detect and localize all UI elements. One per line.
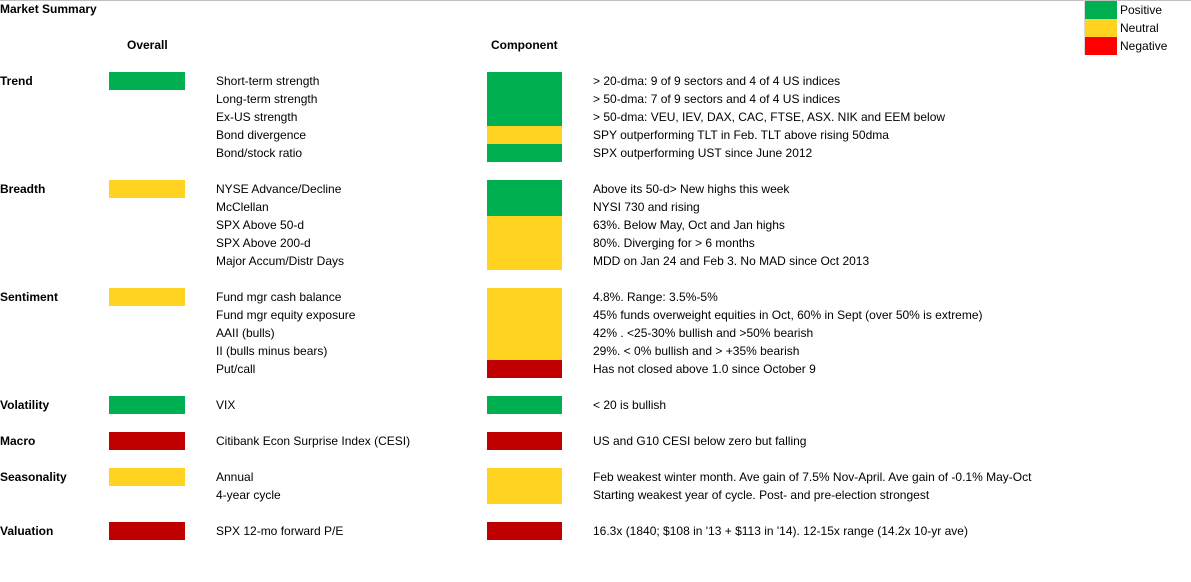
component-note: SPX outperforming UST since June 2012 — [593, 146, 813, 160]
component-status-cell — [487, 288, 562, 306]
component-note: 29%. < 0% bullish and > +35% bearish — [593, 344, 800, 358]
component-status-cell — [487, 306, 562, 324]
component-note: 4.8%. Range: 3.5%-5% — [593, 290, 718, 304]
component-note: NYSI 730 and rising — [593, 200, 700, 214]
indicator-label: Put/call — [216, 362, 256, 376]
component-note: SPY outperforming TLT in Feb. TLT above … — [593, 128, 889, 142]
component-note: > 50-dma: VEU, IEV, DAX, CAC, FTSE, ASX.… — [593, 110, 946, 124]
indicator-label: Fund mgr cash balance — [216, 290, 342, 304]
component-note: > 50-dma: 7 of 9 sectors and 4 of 4 US i… — [593, 92, 841, 106]
component-note: 80%. Diverging for > 6 months — [593, 236, 755, 250]
legend-swatch-positive — [1085, 1, 1117, 19]
component-status-cell — [487, 432, 562, 450]
category-label: Valuation — [0, 524, 54, 538]
legend-label-positive: Positive — [1120, 3, 1163, 17]
component-note: 63%. Below May, Oct and Jan highs — [593, 218, 785, 232]
category-label: Breadth — [0, 182, 46, 196]
component-status-cell — [487, 396, 562, 414]
indicator-label: II (bulls minus bears) — [216, 344, 328, 358]
component-status-cell — [487, 144, 562, 162]
category-label: Trend — [0, 74, 33, 88]
top-border — [0, 0, 1191, 1]
component-status-cell — [487, 90, 562, 108]
component-header: Component — [491, 38, 558, 52]
component-note: Has not closed above 1.0 since October 9 — [593, 362, 816, 376]
overall-status-cell — [109, 396, 185, 414]
overall-status-cell — [109, 468, 185, 486]
component-status-cell — [487, 252, 562, 270]
component-status-cell — [487, 108, 562, 126]
indicator-label: Long-term strength — [216, 92, 318, 106]
component-status-cell — [487, 72, 562, 90]
indicator-label: Fund mgr equity exposure — [216, 308, 356, 322]
component-note: Starting weakest year of cycle. Post- an… — [593, 488, 930, 502]
indicator-label: Ex-US strength — [216, 110, 298, 124]
category-label: Volatility — [0, 398, 50, 412]
component-status-cell — [487, 198, 562, 216]
component-status-cell — [487, 216, 562, 234]
component-note: Above its 50-d> New highs this week — [593, 182, 790, 196]
component-status-cell — [487, 234, 562, 252]
component-note: 45% funds overweight equities in Oct, 60… — [593, 308, 983, 322]
overall-status-cell — [109, 288, 185, 306]
indicator-label: Bond/stock ratio — [216, 146, 303, 160]
indicator-label: McClellan — [216, 200, 269, 214]
legend — [1084, 0, 1191, 55]
component-note: 42% . <25-30% bullish and >50% bearish — [593, 326, 814, 340]
overall-status-cell — [109, 432, 185, 450]
indicator-label: Citibank Econ Surprise Index (CESI) — [216, 434, 411, 448]
category-label: Macro — [0, 434, 36, 448]
component-status-cell — [487, 324, 562, 342]
component-status-cell — [487, 486, 562, 504]
component-status-cell — [487, 522, 562, 540]
indicator-label: SPX Above 50-d — [216, 218, 305, 232]
component-note: MDD on Jan 24 and Feb 3. No MAD since Oc… — [593, 254, 870, 268]
category-label: Seasonality — [0, 470, 67, 484]
category-label: Sentiment — [0, 290, 59, 304]
overall-status-cell — [109, 180, 185, 198]
overall-status-cell — [109, 522, 185, 540]
legend-label-neutral: Neutral — [1120, 21, 1159, 35]
component-status-cell — [487, 468, 562, 486]
legend-swatch-negative — [1085, 37, 1117, 55]
indicator-label: Short-term strength — [216, 74, 320, 88]
indicator-label: VIX — [216, 398, 236, 412]
overall-status-cell — [109, 72, 185, 90]
page-title: Market Summary — [0, 2, 97, 16]
component-note: 16.3x (1840; $108 in '13 + $113 in '14).… — [593, 524, 968, 538]
component-note: < 20 is bullish — [593, 398, 667, 412]
component-note: Feb weakest winter month. Ave gain of 7.… — [593, 470, 1032, 484]
indicator-label: Major Accum/Distr Days — [216, 254, 345, 268]
indicator-label: SPX 12-mo forward P/E — [216, 524, 344, 538]
indicator-label: 4-year cycle — [216, 488, 281, 502]
component-status-cell — [487, 180, 562, 198]
component-status-cell — [487, 126, 562, 144]
legend-label-negative: Negative — [1120, 39, 1168, 53]
indicator-label: Annual — [216, 470, 254, 484]
indicator-label: AAII (bulls) — [216, 326, 275, 340]
indicator-label: SPX Above 200-d — [216, 236, 311, 250]
component-status-cell — [487, 342, 562, 360]
component-status-cell — [487, 360, 562, 378]
indicator-label: NYSE Advance/Decline — [216, 182, 342, 196]
overall-header: Overall — [127, 38, 168, 52]
component-note: US and G10 CESI below zero but falling — [593, 434, 807, 448]
indicator-label: Bond divergence — [216, 128, 307, 142]
legend-swatch-neutral — [1085, 19, 1117, 37]
component-note: > 20-dma: 9 of 9 sectors and 4 of 4 US i… — [593, 74, 841, 88]
